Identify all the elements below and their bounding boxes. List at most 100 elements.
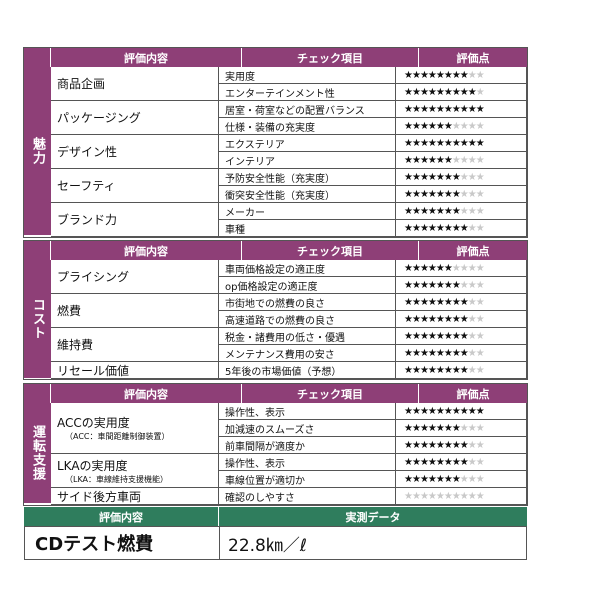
star-filled-icon: ★ bbox=[443, 422, 453, 434]
star-empty-icon: ★ bbox=[467, 364, 477, 376]
section-table-assist: ACCの実用度 （ACC：車間距離制御装置） 操作性、表示 ★★★★★★★★★★ 加減速… bbox=[23, 383, 528, 506]
item-cell: セーフティ bbox=[51, 169, 218, 203]
section-frame bbox=[23, 47, 528, 238]
star-filled-icon: ★ bbox=[451, 330, 461, 342]
star-filled-icon: ★ bbox=[411, 171, 421, 183]
header-blank bbox=[24, 241, 51, 260]
star-empty-icon: ★ bbox=[467, 205, 477, 217]
star-empty-icon: ★ bbox=[419, 490, 429, 502]
star-filled-icon: ★ bbox=[435, 347, 445, 359]
star-empty-icon: ★ bbox=[475, 456, 485, 468]
star-filled-icon: ★ bbox=[459, 405, 469, 417]
star-filled-icon: ★ bbox=[435, 137, 445, 149]
item-label: ACCの実用度 bbox=[57, 416, 130, 430]
star-empty-icon: ★ bbox=[475, 69, 485, 81]
check-item: 車種 bbox=[218, 220, 395, 237]
star-rating: ★★★★★★★★★★ bbox=[395, 328, 527, 345]
star-filled-icon: ★ bbox=[419, 456, 429, 468]
star-empty-icon: ★ bbox=[435, 490, 445, 502]
star-filled-icon: ★ bbox=[435, 364, 445, 376]
star-filled-icon: ★ bbox=[443, 205, 453, 217]
star-filled-icon: ★ bbox=[435, 222, 445, 234]
star-filled-icon: ★ bbox=[404, 405, 413, 417]
header-check: チェック項目 bbox=[242, 241, 419, 260]
star-rating: ★★★★★★★★★★ bbox=[395, 345, 527, 362]
star-filled-icon: ★ bbox=[419, 205, 429, 217]
item-label: ブランド力 bbox=[57, 213, 118, 227]
star-empty-icon: ★ bbox=[475, 364, 485, 376]
star-filled-icon: ★ bbox=[435, 279, 445, 291]
star-rating: ★★★★★★★★★★ bbox=[395, 260, 527, 277]
star-filled-icon: ★ bbox=[451, 422, 461, 434]
star-filled-icon: ★ bbox=[435, 69, 445, 81]
star-filled-icon: ★ bbox=[451, 137, 461, 149]
star-empty-icon: ★ bbox=[475, 296, 485, 308]
star-empty-icon: ★ bbox=[459, 171, 469, 183]
star-rating: ★★★★★★★★★★ bbox=[395, 454, 527, 471]
star-filled-icon: ★ bbox=[451, 205, 461, 217]
check-item: 市街地での燃費の良さ bbox=[218, 294, 395, 311]
star-empty-icon: ★ bbox=[467, 473, 477, 485]
star-filled-icon: ★ bbox=[459, 86, 469, 98]
star-filled-icon: ★ bbox=[435, 205, 445, 217]
star-rating: ★★★★★★★★★★ bbox=[395, 420, 527, 437]
star-empty-icon: ★ bbox=[459, 154, 469, 166]
star-filled-icon: ★ bbox=[404, 313, 413, 325]
star-filled-icon: ★ bbox=[459, 137, 469, 149]
star-filled-icon: ★ bbox=[435, 330, 445, 342]
star-filled-icon: ★ bbox=[427, 171, 437, 183]
star-empty-icon: ★ bbox=[467, 154, 477, 166]
check-item: 予防安全性能（充実度） bbox=[218, 169, 395, 186]
star-empty-icon: ★ bbox=[467, 456, 477, 468]
star-filled-icon: ★ bbox=[435, 120, 445, 132]
star-filled-icon: ★ bbox=[411, 330, 421, 342]
star-filled-icon: ★ bbox=[435, 296, 445, 308]
star-filled-icon: ★ bbox=[419, 137, 429, 149]
header-row-appeal: 評価内容 チェック項目 評価点 bbox=[24, 48, 527, 67]
star-filled-icon: ★ bbox=[443, 171, 453, 183]
star-filled-icon: ★ bbox=[443, 456, 453, 468]
item-cell: デザイン性 bbox=[51, 135, 218, 169]
star-empty-icon: ★ bbox=[443, 490, 453, 502]
star-filled-icon: ★ bbox=[411, 364, 421, 376]
star-filled-icon: ★ bbox=[419, 330, 429, 342]
check-item: メーカー bbox=[218, 203, 395, 220]
star-rating: ★★★★★★★★★★ bbox=[395, 135, 527, 152]
star-filled-icon: ★ bbox=[443, 137, 453, 149]
star-empty-icon: ★ bbox=[459, 205, 469, 217]
star-filled-icon: ★ bbox=[411, 422, 421, 434]
star-filled-icon: ★ bbox=[427, 439, 437, 451]
star-filled-icon: ★ bbox=[411, 69, 421, 81]
item-cell: リセール価値 bbox=[51, 362, 218, 379]
star-filled-icon: ★ bbox=[404, 330, 413, 342]
header-item: 評価内容 bbox=[24, 507, 219, 526]
star-filled-icon: ★ bbox=[459, 364, 469, 376]
star-filled-icon: ★ bbox=[427, 137, 437, 149]
star-filled-icon: ★ bbox=[404, 86, 413, 98]
star-filled-icon: ★ bbox=[451, 296, 461, 308]
star-filled-icon: ★ bbox=[419, 103, 429, 115]
section-table-appeal: 商品企画 実用度 ★★★★★★★★★★ エンターテインメント性 ★★★★★★★★★★ パッ… bbox=[23, 47, 528, 238]
star-rating: ★★★★★★★★★★ bbox=[395, 437, 527, 454]
star-filled-icon: ★ bbox=[435, 313, 445, 325]
star-filled-icon: ★ bbox=[427, 330, 437, 342]
check-item: op価格設定の適正度 bbox=[218, 277, 395, 294]
star-empty-icon: ★ bbox=[459, 188, 469, 200]
item-label: サイド後方車両 bbox=[57, 489, 142, 504]
star-filled-icon: ★ bbox=[427, 473, 437, 485]
star-filled-icon: ★ bbox=[404, 120, 413, 132]
star-filled-icon: ★ bbox=[404, 137, 413, 149]
star-empty-icon: ★ bbox=[467, 347, 477, 359]
star-filled-icon: ★ bbox=[427, 405, 437, 417]
check-item: 操作性、表示 bbox=[218, 403, 395, 420]
star-filled-icon: ★ bbox=[427, 222, 437, 234]
item-cell: パッケージング bbox=[51, 101, 218, 135]
star-filled-icon: ★ bbox=[419, 422, 429, 434]
item-cell: 商品企画 bbox=[51, 67, 218, 101]
star-filled-icon: ★ bbox=[411, 154, 421, 166]
star-filled-icon: ★ bbox=[451, 405, 461, 417]
star-filled-icon: ★ bbox=[427, 103, 437, 115]
star-filled-icon: ★ bbox=[475, 103, 485, 115]
star-filled-icon: ★ bbox=[419, 439, 429, 451]
check-item: エクステリア bbox=[218, 135, 395, 152]
